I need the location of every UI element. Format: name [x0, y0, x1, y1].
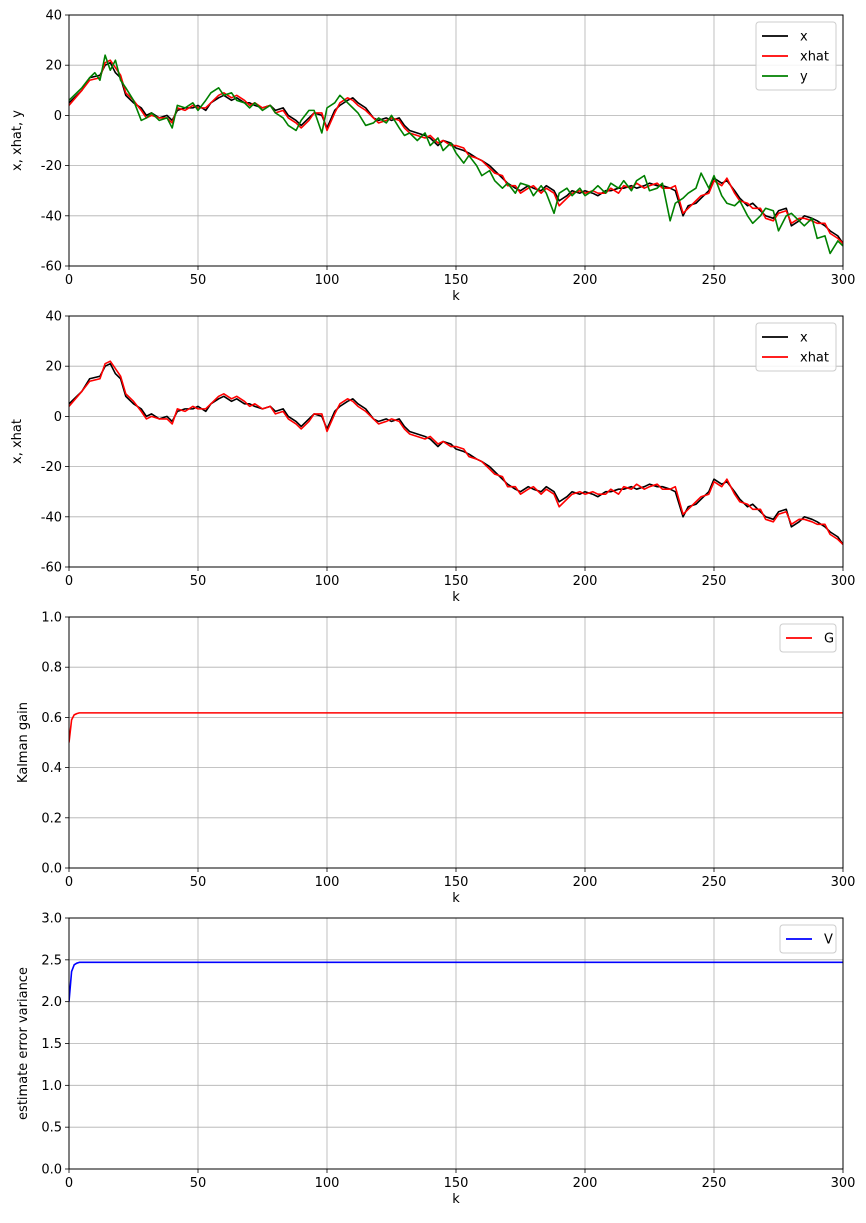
- series-line-xhat: [69, 59, 843, 244]
- x-axis-label: k: [452, 590, 460, 605]
- series-line-x: [69, 362, 843, 545]
- x-tick-label: 200: [573, 273, 598, 288]
- y-tick-label: 3.0: [41, 912, 62, 927]
- x-tick-label: 150: [444, 273, 469, 288]
- x-axis-label: k: [452, 289, 460, 304]
- y-tick-label: 0.6: [41, 711, 62, 726]
- y-tick-label: -40: [41, 510, 62, 525]
- y-tick-label: 40: [45, 9, 62, 24]
- y-tick-label: 2.5: [41, 953, 62, 968]
- series-line-V: [69, 961, 843, 1002]
- legend-box: [755, 21, 837, 91]
- legend-entry-x: x: [800, 331, 808, 346]
- y-tick-label: 0.0: [41, 1163, 62, 1178]
- y-tick-label: 0: [54, 109, 62, 124]
- x-tick-label: 150: [444, 1176, 469, 1191]
- y-tick-label: -20: [41, 159, 62, 174]
- y-tick-label: 2.0: [41, 995, 62, 1010]
- x-tick-label: 0: [65, 875, 73, 890]
- y-tick-label: 1.5: [41, 1037, 62, 1052]
- x-tick-label: 150: [444, 574, 469, 589]
- series-line-y: [69, 54, 843, 255]
- legend-entry-xhat: xhat: [800, 50, 829, 65]
- y-axis-label: x, xhat: [10, 419, 25, 464]
- x-tick-label: 250: [702, 574, 727, 589]
- legend-entry-xhat: xhat: [800, 351, 829, 366]
- x-tick-label: 50: [190, 273, 207, 288]
- legend: x xhat y: [755, 21, 837, 91]
- y-axis-label: estimate error variance: [16, 967, 31, 1120]
- y-tick-label: -20: [41, 460, 62, 475]
- x-tick-label: 50: [190, 875, 207, 890]
- chart-panel-4: 0 50 100 150 200 250 300 0.0 0.5 1.0 1.5 2.0 2.5 3.0 k…: [16, 912, 855, 1208]
- y-tick-label: 0.4: [41, 761, 62, 776]
- x-tick-label: 150: [444, 875, 469, 890]
- chart-panel-2: 0 50 100 150 200 250 300 -60 -40 -20 0 20 40 k x, xhat…: [10, 310, 855, 606]
- x-axis-label: k: [452, 891, 460, 906]
- series-line-xhat: [69, 360, 843, 545]
- legend-entry-G: G: [824, 632, 834, 647]
- x-tick-label: 50: [190, 1176, 207, 1191]
- x-tick-label: 250: [702, 1176, 727, 1191]
- series-line-G: [69, 712, 843, 743]
- chart-panel-3: 0 50 100 150 200 250 300 0.0 0.2 0.4 0.6 0.8 1.0 k Kal…: [16, 611, 855, 907]
- x-tick-label: 100: [315, 574, 340, 589]
- y-tick-label: 40: [45, 310, 62, 325]
- x-tick-label: 300: [831, 1176, 856, 1191]
- x-tick-label: 200: [573, 574, 598, 589]
- y-tick-label: 0.2: [41, 811, 62, 826]
- y-tick-label: -60: [41, 561, 62, 576]
- legend-entry-y: y: [800, 70, 808, 85]
- x-tick-label: 100: [315, 875, 340, 890]
- x-tick-label: 200: [573, 875, 598, 890]
- x-tick-label: 100: [315, 273, 340, 288]
- y-tick-label: 1.0: [41, 1079, 62, 1094]
- x-tick-label: 0: [65, 574, 73, 589]
- x-tick-label: 100: [315, 1176, 340, 1191]
- x-tick-label: 300: [831, 574, 856, 589]
- y-tick-label: 0.8: [41, 661, 62, 676]
- x-tick-label: 250: [702, 273, 727, 288]
- y-tick-label: 0: [54, 410, 62, 425]
- y-tick-label: -60: [41, 260, 62, 275]
- legend-entry-V: V: [824, 933, 833, 948]
- legend: V: [779, 924, 837, 954]
- legend-entry-x: x: [800, 30, 808, 45]
- y-tick-label: 0.5: [41, 1121, 62, 1136]
- x-tick-label: 250: [702, 875, 727, 890]
- y-tick-label: 20: [45, 59, 62, 74]
- y-axis-label: x, xhat, y: [10, 110, 25, 171]
- x-tick-label: 200: [573, 1176, 598, 1191]
- x-tick-label: 300: [831, 273, 856, 288]
- legend-box: [755, 322, 837, 372]
- x-axis-label: k: [452, 1192, 460, 1207]
- y-tick-label: -40: [41, 209, 62, 224]
- y-tick-label: 1.0: [41, 611, 62, 626]
- x-tick-label: 50: [190, 574, 207, 589]
- legend: G: [779, 623, 837, 653]
- y-axis-label: Kalman gain: [16, 702, 31, 783]
- x-tick-label: 300: [831, 875, 856, 890]
- legend: x xhat: [755, 322, 837, 372]
- chart-panel-1: 0 50 100 150 200 250 300 -60 -40 -20 0 20 40 k x, xhat…: [10, 9, 855, 305]
- y-tick-label: 20: [45, 360, 62, 375]
- x-tick-label: 0: [65, 273, 73, 288]
- x-tick-label: 0: [65, 1176, 73, 1191]
- y-tick-label: 0.0: [41, 862, 62, 877]
